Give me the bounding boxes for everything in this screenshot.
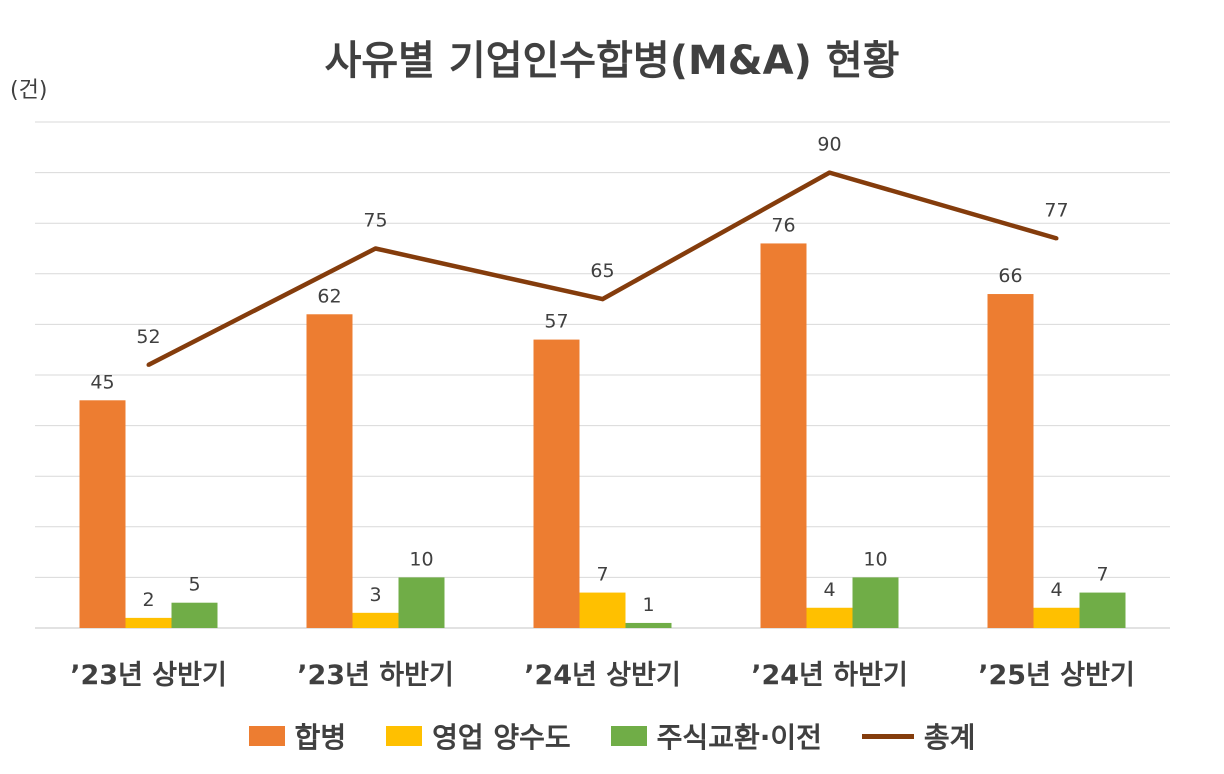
legend-swatch-stock-exchange [610,726,647,746]
total-data-label: 90 [817,134,841,156]
total-data-label: 65 [590,260,614,282]
legend-swatch-business-transfer [386,726,423,746]
bar-1 [306,314,353,628]
legend-swatch-total [861,733,914,739]
total-point [827,170,832,175]
x-tick-label: ’25년 상반기 [978,660,1135,691]
bar-data-label: 7 [596,564,608,586]
bar-2 [806,607,853,628]
bar-2 [1033,607,1080,628]
legend-label-merger: 합병 [294,721,347,754]
bar-2 [579,592,626,628]
bar-3 [625,622,672,628]
x-tick-label: ’23년 상반기 [70,660,227,691]
total-data-label: 75 [363,210,387,232]
bar-data-label: 76 [771,214,795,236]
bar-data-label: 10 [863,548,887,570]
bar-1 [760,243,807,628]
y-axis-unit-label: (건) [10,78,48,103]
legend: 합병 영업 양수도 주식교환·이전 총계 [0,716,1224,756]
bar-1 [987,294,1034,628]
bar-3 [398,577,445,628]
bar-data-label: 3 [369,584,381,606]
x-tick-label: ’24년 상반기 [524,660,681,691]
bar-2 [125,617,172,628]
total-data-label: 77 [1044,199,1068,221]
total-data-label: 52 [136,326,160,348]
bar-data-label: 2 [142,589,154,611]
bar-3 [171,602,218,628]
legend-label-business-transfer: 영업 양수도 [432,721,571,754]
bar-data-label: 7 [1096,564,1108,586]
legend-item-business-transfer: 영업 양수도 [386,716,571,756]
legend-label-stock-exchange: 주식교환·이전 [656,721,822,754]
legend-label-total: 총계 [923,721,976,754]
bar-data-label: 10 [409,548,433,570]
bar-data-label: 45 [90,371,114,393]
bar-data-label: 57 [544,311,568,333]
bar-data-label: 62 [317,285,341,307]
total-point [1054,236,1059,241]
legend-item-total: 총계 [861,716,976,756]
x-tick-label: ’24년 하반기 [751,660,908,691]
total-point [600,297,605,302]
total-point [373,246,378,251]
x-tick-label: ’23년 하반기 [297,660,454,691]
bar-2 [352,612,399,628]
bar-data-label: 5 [188,574,200,596]
bar-1 [79,400,126,628]
chart-title: 사유별 기업인수합병(M&A) 현황 [324,38,900,84]
bar-data-label: 4 [1050,579,1062,601]
legend-item-stock-exchange: 주식교환·이전 [610,716,822,756]
bar-data-label: 1 [642,594,654,616]
bar-data-label: 66 [998,265,1022,287]
legend-swatch-merger [248,726,285,746]
bar-1 [533,339,580,628]
bar-data-label: 4 [823,579,835,601]
legend-item-merger: 합병 [248,716,347,756]
bar-3 [852,577,899,628]
total-point [146,362,151,367]
bar-3 [1079,592,1126,628]
